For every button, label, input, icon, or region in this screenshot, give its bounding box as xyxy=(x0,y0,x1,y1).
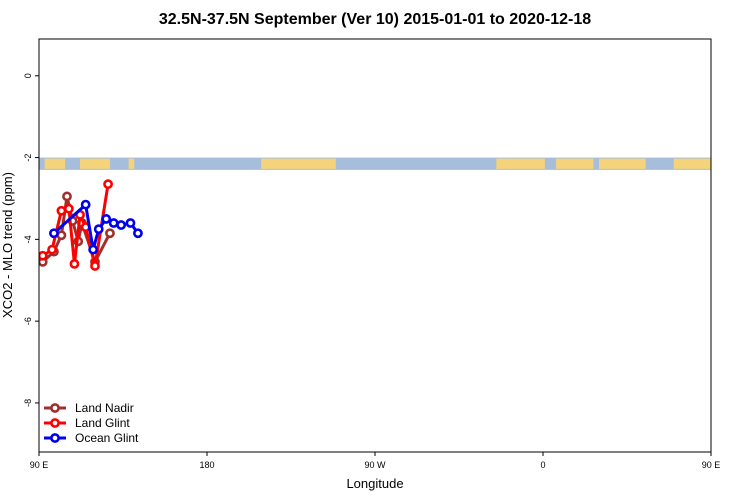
y-tick-label: -2 xyxy=(23,154,33,162)
series-ocean-glint xyxy=(49,199,143,255)
legend-label: Land Glint xyxy=(75,416,130,430)
map-strip-land xyxy=(556,158,594,169)
data-point xyxy=(63,203,74,214)
x-axis: 90 E 180 90 W 0 90 E xyxy=(30,452,721,470)
map-strip-land xyxy=(80,158,110,169)
plot-frame xyxy=(38,38,712,453)
chart-title: 32.5N-37.5N September (Ver 10) 2015-01-0… xyxy=(159,11,591,28)
data-point xyxy=(93,224,104,235)
legend-label: Land Nadir xyxy=(75,401,134,415)
data-point xyxy=(69,259,80,269)
data-point xyxy=(116,220,127,230)
legend-item: Land Nadir xyxy=(44,401,134,415)
data-point xyxy=(125,218,136,228)
legend-marker xyxy=(50,418,60,428)
y-tick-label: -4 xyxy=(23,235,33,243)
data-point xyxy=(47,244,57,255)
data-point xyxy=(90,261,100,271)
y-tick-label: 0 xyxy=(23,73,33,78)
data-point xyxy=(105,228,115,239)
x-tick-label: 0 xyxy=(540,460,545,470)
data-point xyxy=(56,230,67,241)
y-tick-label: -8 xyxy=(23,399,33,407)
data-point xyxy=(80,199,91,210)
map-strip-land xyxy=(44,158,66,169)
x-tick-label: 90 E xyxy=(30,460,49,470)
data-point xyxy=(62,191,72,202)
legend-marker xyxy=(50,403,60,413)
data-point xyxy=(108,218,119,228)
y-tick-label: -6 xyxy=(23,317,33,325)
legend-item: Ocean Glint xyxy=(44,431,139,445)
data-point xyxy=(103,179,113,190)
data-point xyxy=(56,205,67,216)
data-point xyxy=(49,228,59,239)
y-axis-label: XCO2 - MLO trend (ppm) xyxy=(0,172,15,318)
map-strip-land xyxy=(261,158,336,169)
x-tick-label: 180 xyxy=(199,460,214,470)
legend-label: Ocean Glint xyxy=(75,431,139,445)
series-layer xyxy=(39,179,143,271)
map-strip-land xyxy=(496,158,545,169)
data-point xyxy=(39,250,48,261)
x-tick-label: 90 E xyxy=(702,460,721,470)
map-strip xyxy=(39,157,711,170)
x-tick-label: 90 W xyxy=(364,460,386,470)
y-axis: 0 -2 -4 -6 -8 xyxy=(23,73,39,407)
map-strip-land xyxy=(128,158,135,169)
map-strip-land xyxy=(673,158,711,169)
legend-marker xyxy=(50,433,60,443)
legend-item: Land Glint xyxy=(44,416,130,430)
data-point xyxy=(101,214,112,224)
x-axis-label: Longitude xyxy=(346,476,403,491)
data-point xyxy=(133,228,143,239)
data-point xyxy=(88,244,99,255)
map-strip-land xyxy=(599,158,646,169)
